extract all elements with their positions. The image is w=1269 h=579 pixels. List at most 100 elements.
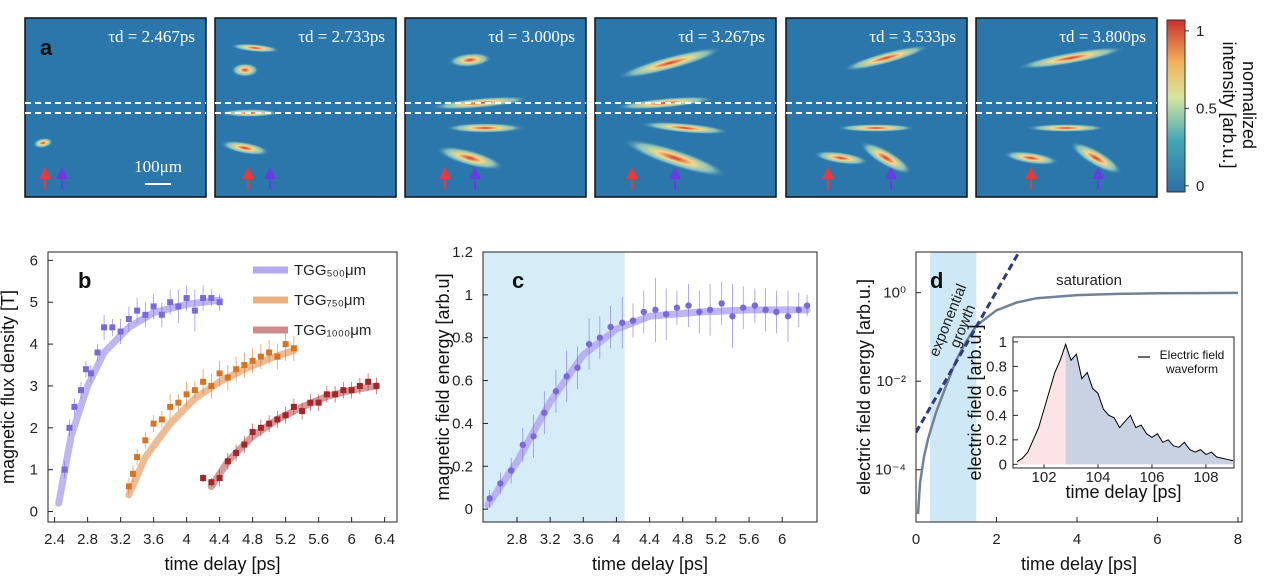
y-tick-label: 0.6 bbox=[452, 373, 473, 390]
frame-label: τd = 2.467ps bbox=[108, 27, 195, 46]
data-point bbox=[134, 307, 141, 314]
plot-frame bbox=[482, 251, 818, 523]
data-point bbox=[652, 306, 659, 314]
y-tick-label: 1 bbox=[999, 334, 1007, 351]
data-point bbox=[183, 295, 190, 302]
colorbar bbox=[1166, 19, 1186, 193]
y-axis-label: magnetic flux density [T] bbox=[0, 290, 18, 484]
y-tick-label: 0.6 bbox=[986, 383, 1007, 400]
data-point bbox=[257, 424, 264, 431]
x-tick-label: 5.2 bbox=[275, 531, 296, 548]
x-tick-label: 104 bbox=[1085, 469, 1110, 486]
data-point bbox=[552, 388, 560, 395]
y-tick-label: 0 bbox=[30, 504, 38, 521]
data-point bbox=[507, 467, 515, 474]
data-point bbox=[530, 433, 537, 440]
data-point bbox=[685, 302, 692, 309]
x-tick-label: 2.4 bbox=[44, 531, 65, 548]
streak bbox=[640, 121, 730, 135]
y-tick-label: 6 bbox=[30, 252, 38, 269]
y-tick-label: 2 bbox=[30, 420, 38, 437]
data-point bbox=[784, 313, 792, 320]
data-point bbox=[729, 313, 736, 320]
x-axis-label: time delay [ps] bbox=[1065, 482, 1181, 502]
x-tick-label: 5.6 bbox=[308, 531, 329, 548]
data-point bbox=[795, 306, 802, 314]
annotation: saturation bbox=[1056, 272, 1122, 289]
data-point bbox=[134, 454, 141, 461]
scale-bar-label: 100μm bbox=[134, 157, 182, 176]
data-point bbox=[266, 420, 273, 427]
y-tick-label: 10⁻² bbox=[876, 373, 906, 390]
data-point bbox=[78, 387, 85, 394]
data-point bbox=[497, 480, 504, 487]
data-point bbox=[762, 306, 769, 314]
data-point bbox=[167, 299, 174, 306]
x-tick-label: 2 bbox=[992, 531, 1000, 548]
data-point bbox=[125, 483, 132, 490]
data-point bbox=[183, 391, 190, 398]
x-tick-label: 4.8 bbox=[672, 531, 693, 548]
data-point bbox=[129, 470, 136, 477]
data-point bbox=[200, 475, 207, 482]
y-tick-label: 0.4 bbox=[452, 415, 473, 432]
y-axis-label: electric field energy [arb.u.] bbox=[854, 279, 874, 495]
data-point bbox=[233, 449, 240, 456]
panel-label: a bbox=[40, 35, 53, 60]
fit-line bbox=[207, 382, 380, 490]
data-point bbox=[61, 466, 68, 473]
x-tick-label: 6 bbox=[1153, 531, 1161, 548]
x-tick-label: 4.4 bbox=[639, 531, 660, 548]
data-point bbox=[619, 319, 626, 326]
colorbar-label: normalized bbox=[1239, 61, 1259, 149]
data-point bbox=[191, 307, 198, 314]
streak bbox=[836, 124, 916, 132]
y-tick-label: 0.8 bbox=[986, 358, 1007, 375]
x-tick-label: 2.8 bbox=[507, 531, 528, 548]
frame-bg bbox=[975, 17, 1158, 198]
y-tick-label: 0 bbox=[999, 456, 1007, 473]
highlight-band bbox=[930, 252, 977, 522]
streak bbox=[1069, 141, 1123, 175]
streak bbox=[1016, 46, 1126, 70]
streak bbox=[842, 44, 930, 72]
streak bbox=[220, 140, 270, 156]
frame-bg bbox=[785, 17, 968, 198]
x-tick-label: 106 bbox=[1139, 469, 1164, 486]
data-point bbox=[224, 458, 231, 465]
plot-frame bbox=[915, 251, 1243, 523]
streak bbox=[616, 47, 724, 79]
frame-label: τd = 3.533ps bbox=[869, 27, 956, 46]
y-tick-label: 1.2 bbox=[452, 244, 473, 261]
x-axis-label: time delay [ps] bbox=[592, 554, 708, 574]
image-frame: τd = 3.800ps bbox=[975, 17, 1158, 198]
data-point bbox=[740, 304, 747, 311]
data-point bbox=[323, 391, 330, 398]
data-point bbox=[541, 409, 548, 416]
fit-line bbox=[125, 346, 298, 499]
data-point bbox=[290, 403, 297, 410]
area-pre bbox=[1017, 344, 1066, 465]
y-tick-label: 1 bbox=[465, 287, 473, 304]
streak bbox=[859, 141, 913, 175]
x-tick-label: 3.6 bbox=[573, 531, 594, 548]
data-point bbox=[208, 479, 215, 486]
x-tick-label: 4 bbox=[612, 531, 620, 548]
x-tick-label: 5.2 bbox=[705, 531, 726, 548]
data-point bbox=[208, 382, 215, 389]
legend-label: TGG₇₅₀μm bbox=[294, 292, 365, 309]
data-point bbox=[629, 317, 637, 324]
x-tick-label: 3.2 bbox=[110, 531, 131, 548]
colorbar-label: intensity [arb.u.] bbox=[1219, 41, 1239, 168]
data-point bbox=[662, 310, 670, 318]
y-axis-label: electric field [arb.u.] bbox=[965, 324, 985, 480]
data-point bbox=[241, 362, 248, 369]
data-point bbox=[803, 302, 811, 309]
streak bbox=[813, 150, 869, 166]
x-tick-label: 4.8 bbox=[242, 531, 263, 548]
data-point bbox=[241, 441, 248, 448]
data-point bbox=[751, 302, 759, 309]
data-point bbox=[109, 324, 116, 331]
data-point bbox=[673, 304, 681, 311]
